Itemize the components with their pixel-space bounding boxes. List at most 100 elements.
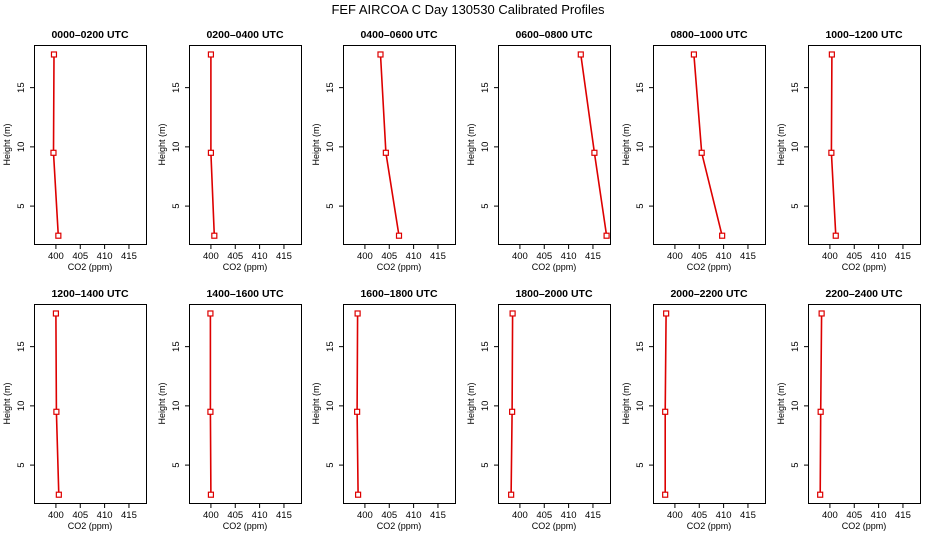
- y-tick-label: 5: [171, 462, 182, 467]
- data-point: [591, 149, 598, 156]
- x-tick-label: 405: [846, 510, 862, 521]
- y-tick-label: 10: [325, 142, 336, 153]
- plot-frame: [653, 304, 766, 504]
- panel-title: 0400–0600 UTC: [360, 29, 437, 41]
- plot-frame: [808, 304, 921, 504]
- plot-frame: [189, 304, 302, 504]
- y-tick-label: 5: [790, 462, 801, 467]
- panel-title: 1800–2000 UTC: [515, 288, 592, 300]
- profile-panel: 1800–2000 UTC 400 405 410 415 5 10 15 CO2 (ppm) H…: [466, 288, 611, 531]
- data-point: [354, 491, 362, 498]
- y-tick-label: 5: [325, 462, 336, 467]
- y-tick-label: 10: [790, 401, 801, 412]
- data-point: [508, 491, 515, 498]
- x-tick-label: 410: [716, 510, 732, 521]
- y-axis-label: Height (m): [621, 382, 631, 424]
- y-tick-label: 5: [790, 203, 801, 208]
- figure-title: FEF AIRCOA C Day 130530 Calibrated Profi…: [331, 2, 605, 17]
- x-tick-label: 400: [357, 510, 373, 521]
- panel-grid: 0000–0200 UTC 400 405 410 415 5 10 15 CO2 (ppm) H…: [2, 29, 921, 531]
- x-tick-label: 415: [740, 251, 756, 262]
- x-tick-label: 405: [691, 251, 707, 262]
- y-tick-label: 10: [171, 142, 182, 153]
- x-tick-label: 405: [691, 510, 707, 521]
- profile-panel: 1200–1400 UTC 400 405 410 415 5 10 15 CO2 (ppm) H…: [2, 288, 147, 531]
- y-tick-label: 10: [635, 142, 646, 153]
- x-tick-label: 400: [667, 510, 683, 521]
- profile-panel: 1400–1600 UTC 400 405 410 415 5 10 15 CO2 (ppm) H…: [157, 288, 302, 531]
- plot-frame: [34, 45, 147, 245]
- x-axis-label: CO2 (ppm): [223, 262, 268, 272]
- x-tick-label: 405: [227, 251, 243, 262]
- profile-panel: 0400–0600 UTC 400 405 410 415 5 10 15 CO2 (ppm) H…: [311, 29, 456, 272]
- x-tick-label: 410: [871, 251, 887, 262]
- data-point: [207, 491, 215, 498]
- x-axis-label: CO2 (ppm): [687, 262, 732, 272]
- x-tick-label: 405: [227, 510, 243, 521]
- plot-frame: [343, 45, 456, 245]
- x-tick-label: 410: [252, 510, 268, 521]
- profile-panel: 1000–1200 UTC 400 405 410 415 5 10 15 CO2 (ppm) H…: [776, 29, 921, 272]
- data-point: [55, 232, 62, 239]
- x-tick-label: 405: [381, 251, 397, 262]
- plot-frame: [498, 45, 611, 245]
- panel-title: 1600–1800 UTC: [360, 288, 437, 300]
- y-axis-label: Height (m): [776, 123, 786, 165]
- x-tick-label: 415: [276, 510, 292, 521]
- data-point: [509, 310, 516, 317]
- profile-panel: 2200–2400 UTC 400 405 410 415 5 10 15 CO2 (ppm) H…: [776, 288, 921, 531]
- x-tick-label: 415: [740, 510, 756, 521]
- y-tick-label: 15: [635, 82, 646, 93]
- data-point: [828, 149, 835, 156]
- data-point: [207, 310, 214, 317]
- y-tick-label: 15: [171, 341, 182, 352]
- x-axis-label: CO2 (ppm): [842, 521, 887, 531]
- x-tick-label: 405: [536, 251, 552, 262]
- y-axis-label: Height (m): [2, 123, 12, 165]
- x-tick-label: 400: [512, 510, 528, 521]
- y-tick-label: 5: [16, 203, 27, 208]
- y-tick-label: 5: [635, 203, 646, 208]
- data-point: [662, 408, 669, 415]
- x-tick-label: 410: [406, 251, 422, 262]
- y-tick-label: 10: [480, 401, 491, 412]
- x-axis-label: CO2 (ppm): [68, 262, 113, 272]
- plot-frame: [653, 45, 766, 245]
- x-tick-label: 415: [121, 510, 137, 521]
- data-point: [55, 491, 62, 498]
- y-tick-label: 10: [171, 401, 182, 412]
- y-tick-label: 15: [635, 341, 646, 352]
- y-tick-label: 10: [16, 142, 27, 153]
- x-axis-label: CO2 (ppm): [68, 521, 113, 531]
- plot-frame: [498, 304, 611, 504]
- data-point: [207, 51, 215, 58]
- data-point: [211, 232, 218, 239]
- x-tick-label: 400: [512, 251, 528, 262]
- panel-title: 2000–2200 UTC: [670, 288, 747, 300]
- profile-panel: 0000–0200 UTC 400 405 410 415 5 10 15 CO2 (ppm) H…: [2, 29, 147, 272]
- x-tick-label: 415: [895, 510, 911, 521]
- data-point: [354, 408, 361, 415]
- y-axis-label: Height (m): [466, 123, 476, 165]
- panel-title: 1000–1200 UTC: [825, 29, 902, 41]
- data-point: [377, 51, 384, 58]
- plot-frame: [34, 304, 147, 504]
- x-axis-label: CO2 (ppm): [532, 521, 577, 531]
- panel-title: 1200–1400 UTC: [51, 288, 128, 300]
- x-tick-label: 405: [72, 251, 88, 262]
- y-tick-label: 15: [325, 82, 336, 93]
- y-tick-label: 15: [325, 341, 336, 352]
- x-tick-label: 410: [406, 510, 422, 521]
- data-point: [50, 149, 57, 156]
- x-tick-label: 400: [357, 251, 373, 262]
- data-point: [52, 310, 60, 317]
- x-tick-label: 415: [276, 251, 292, 262]
- data-point: [662, 491, 669, 498]
- y-tick-label: 5: [480, 462, 491, 467]
- panel-title: 2200–2400 UTC: [825, 288, 902, 300]
- data-point: [698, 149, 705, 156]
- y-tick-label: 5: [635, 462, 646, 467]
- x-tick-label: 415: [895, 251, 911, 262]
- y-axis-label: Height (m): [311, 382, 321, 424]
- y-axis-label: Height (m): [157, 123, 167, 165]
